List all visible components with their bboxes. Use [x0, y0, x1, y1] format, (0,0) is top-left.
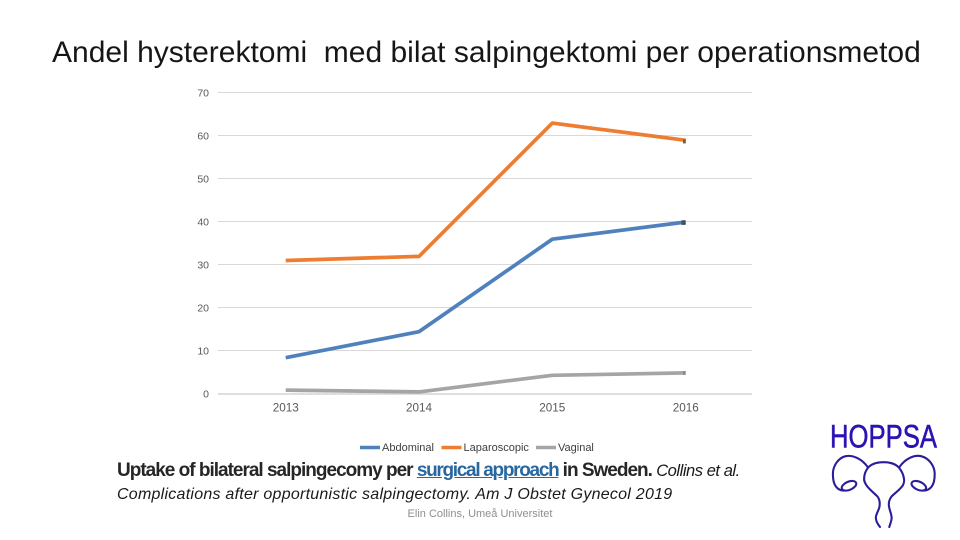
svg-text:0: 0 — [203, 389, 209, 401]
svg-text:2014: 2014 — [406, 401, 433, 414]
svg-text:30: 30 — [197, 260, 209, 272]
svg-text:20: 20 — [197, 303, 209, 315]
svg-text:Abdominal: Abdominal — [382, 442, 434, 454]
svg-text:10: 10 — [197, 346, 209, 358]
svg-text:70: 70 — [197, 88, 209, 100]
svg-text:HOPPSA: HOPPSA — [830, 419, 937, 455]
svg-text:2016: 2016 — [673, 401, 699, 414]
svg-text:Vaginal: Vaginal — [558, 442, 594, 454]
svg-text:2015: 2015 — [539, 401, 566, 414]
svg-text:Laparoscopic: Laparoscopic — [464, 442, 530, 454]
svg-text:60: 60 — [197, 131, 209, 143]
svg-text:40: 40 — [197, 217, 209, 229]
svg-text:2013: 2013 — [273, 401, 299, 414]
svg-text:50: 50 — [197, 174, 209, 186]
